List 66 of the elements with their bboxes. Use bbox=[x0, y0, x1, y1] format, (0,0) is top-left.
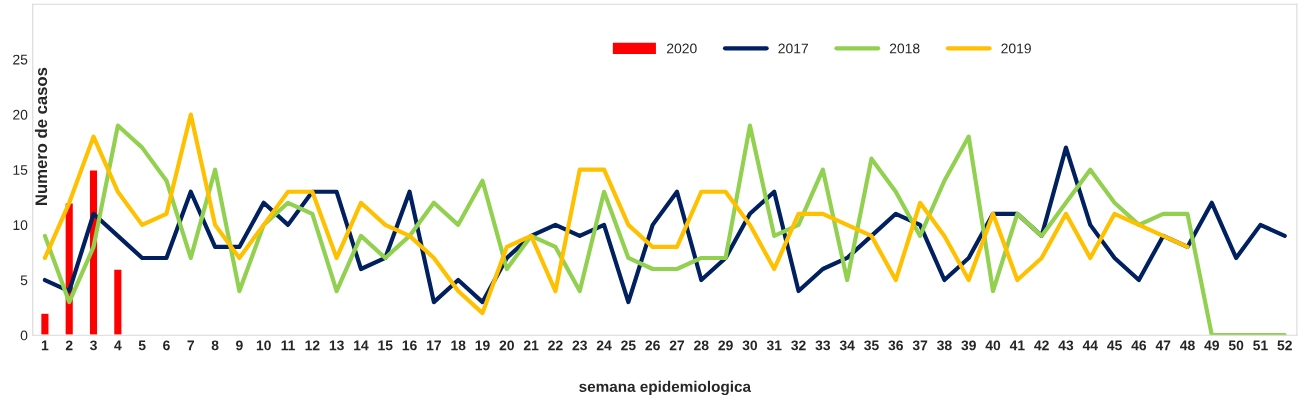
x-tick-label: 33 bbox=[815, 340, 831, 351]
x-tick-label: 32 bbox=[791, 340, 806, 351]
x-tick-label: 4 bbox=[114, 340, 122, 351]
x-tick-label: 8 bbox=[211, 340, 219, 351]
legend-label: 2018 bbox=[889, 43, 920, 54]
x-tick-label: 18 bbox=[451, 340, 466, 351]
x-tick-label: 25 bbox=[621, 340, 636, 351]
x-tick-label: 30 bbox=[742, 340, 758, 351]
x-tick-label: 5 bbox=[138, 340, 146, 351]
x-tick-label: 49 bbox=[1204, 340, 1220, 351]
x-tick-label: 1 bbox=[41, 340, 49, 351]
x-tick-label: 37 bbox=[912, 340, 928, 351]
x-tick-label: 28 bbox=[694, 340, 709, 351]
x-tick-label: 46 bbox=[1131, 340, 1147, 351]
x-tick-label: 45 bbox=[1107, 340, 1122, 351]
x-tick-label: 22 bbox=[548, 340, 563, 351]
x-tick-label: 43 bbox=[1058, 340, 1074, 351]
x-tick-label: 20 bbox=[499, 340, 514, 351]
x-tick-label: 12 bbox=[305, 340, 320, 351]
y-tick-label: 20 bbox=[13, 109, 28, 120]
legend-label: 2019 bbox=[1001, 43, 1031, 54]
y-tick-label: 15 bbox=[13, 165, 28, 175]
x-tick-label: 34 bbox=[839, 340, 855, 351]
x-tick-label: 2 bbox=[65, 340, 73, 351]
y-tick-label: 25 bbox=[13, 54, 28, 65]
x-tick-label: 24 bbox=[596, 340, 612, 351]
x-tick-label: 35 bbox=[864, 340, 879, 351]
x-tick-label: 21 bbox=[523, 340, 539, 351]
bar bbox=[112, 268, 123, 336]
x-tick-label: 36 bbox=[888, 340, 903, 351]
x-tick-label: 16 bbox=[402, 340, 417, 351]
x-tick-label: 38 bbox=[936, 340, 952, 351]
x-tick-label: 7 bbox=[187, 340, 195, 351]
x-tick-label: 9 bbox=[236, 340, 243, 351]
legend-label: 2020 bbox=[667, 43, 697, 54]
x-tick-label: 26 bbox=[645, 340, 660, 351]
x-tick-label: 17 bbox=[427, 340, 441, 351]
x-tick-label: 50 bbox=[1228, 340, 1244, 351]
y-tick-label: 10 bbox=[13, 220, 28, 231]
y-tick-label: 0 bbox=[20, 330, 28, 341]
x-tick-label: 19 bbox=[475, 340, 490, 351]
x-tick-label: 13 bbox=[329, 340, 344, 351]
x-tick-label: 48 bbox=[1179, 340, 1195, 351]
x-tick-label: 3 bbox=[89, 340, 97, 351]
x-tick-label: 23 bbox=[572, 340, 587, 351]
legend-label: 2017 bbox=[778, 43, 808, 54]
x-tick-label: 51 bbox=[1253, 340, 1268, 351]
x-tick-label: 47 bbox=[1155, 340, 1171, 351]
x-tick-label: 52 bbox=[1277, 340, 1292, 351]
y-tick-label: 5 bbox=[20, 275, 28, 286]
x-axis-title: semana epidemiologica bbox=[579, 380, 752, 396]
x-tick-label: 44 bbox=[1082, 340, 1098, 351]
x-tick-label: 41 bbox=[1009, 340, 1025, 351]
y-axis-title: Numero de casos bbox=[34, 67, 48, 205]
x-tick-label: 31 bbox=[766, 340, 782, 351]
x-tick-label: 11 bbox=[281, 340, 295, 351]
x-tick-label: 29 bbox=[718, 340, 733, 351]
x-tick-label: 42 bbox=[1034, 340, 1049, 351]
x-tick-label: 15 bbox=[378, 340, 393, 351]
x-tick-label: 39 bbox=[961, 340, 976, 351]
bar bbox=[39, 312, 50, 336]
x-tick-label: 14 bbox=[354, 340, 369, 351]
x-tick-label: 27 bbox=[669, 340, 685, 351]
x-tick-label: 10 bbox=[256, 340, 271, 351]
x-tick-label: 40 bbox=[985, 340, 1001, 351]
x-tick-label: 6 bbox=[163, 340, 170, 351]
